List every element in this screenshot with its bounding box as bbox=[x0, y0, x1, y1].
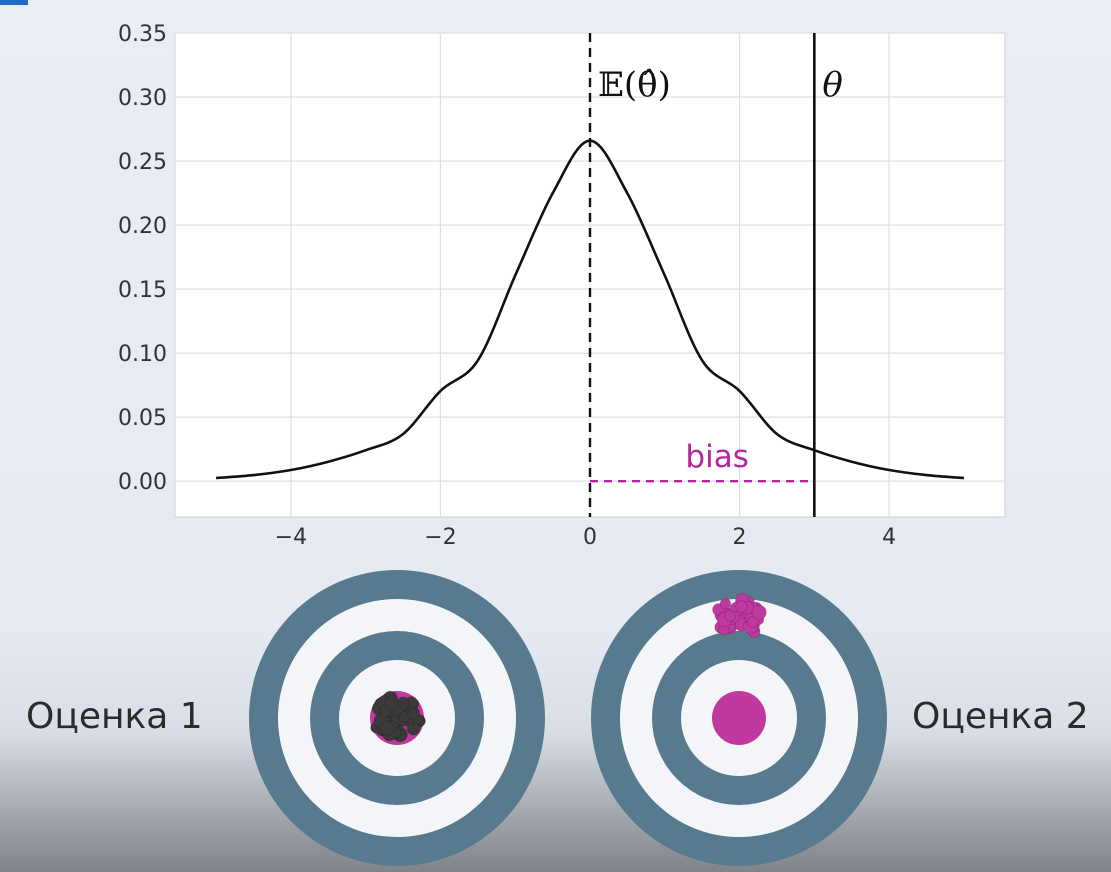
target-2 bbox=[591, 570, 887, 866]
y-tick-label: 0.30 bbox=[118, 86, 167, 111]
y-tick-label: 0.35 bbox=[118, 22, 167, 47]
target-1-hits bbox=[370, 690, 426, 743]
bias-density-chart: 0.00 0.05 0.10 0.15 0.20 0.25 0.30 0.35 −4 −2 0 2 4… bbox=[118, 22, 1006, 550]
hit-marker bbox=[719, 598, 732, 610]
annotation-layer: 𝔼(θ̂) θ bias bbox=[588, 33, 843, 517]
y-tick-label: 0.20 bbox=[118, 214, 167, 239]
y-tick-label: 0.15 bbox=[118, 278, 167, 303]
true-value-label: θ bbox=[822, 65, 842, 105]
y-tick-label: 0.25 bbox=[118, 150, 167, 175]
hit-marker bbox=[724, 609, 736, 622]
x-tick-labels: −4 −2 0 2 4 bbox=[275, 525, 896, 550]
hit-marker bbox=[746, 616, 759, 629]
x-tick-label: −2 bbox=[424, 525, 456, 550]
x-tick-label: 0 bbox=[583, 525, 597, 550]
y-tick-label: 0.10 bbox=[118, 342, 167, 367]
hit-marker bbox=[378, 704, 392, 718]
target-2-label: Оценка 2 bbox=[912, 696, 1089, 737]
x-tick-label: −4 bbox=[275, 525, 307, 550]
hit-marker bbox=[407, 707, 421, 721]
targets bbox=[249, 570, 887, 866]
hit-marker bbox=[379, 720, 395, 736]
corner-accent bbox=[0, 0, 28, 5]
target-1 bbox=[249, 570, 545, 866]
hit-marker bbox=[751, 604, 767, 621]
hit-marker bbox=[406, 721, 421, 736]
target-2-bullseye bbox=[712, 691, 766, 745]
y-tick-label: 0.00 bbox=[118, 470, 167, 495]
expectation-label: 𝔼(θ̂) bbox=[598, 65, 671, 105]
x-tick-label: 2 bbox=[733, 525, 747, 550]
y-tick-label: 0.05 bbox=[118, 406, 167, 431]
x-tick-label: 4 bbox=[882, 525, 896, 550]
target-1-label: Оценка 1 bbox=[26, 696, 203, 737]
hit-marker bbox=[735, 600, 748, 613]
y-tick-labels: 0.00 0.05 0.10 0.15 0.20 0.25 0.30 0.35 bbox=[118, 22, 167, 495]
bias-label: bias bbox=[685, 439, 748, 475]
target-2-hits bbox=[712, 593, 767, 638]
